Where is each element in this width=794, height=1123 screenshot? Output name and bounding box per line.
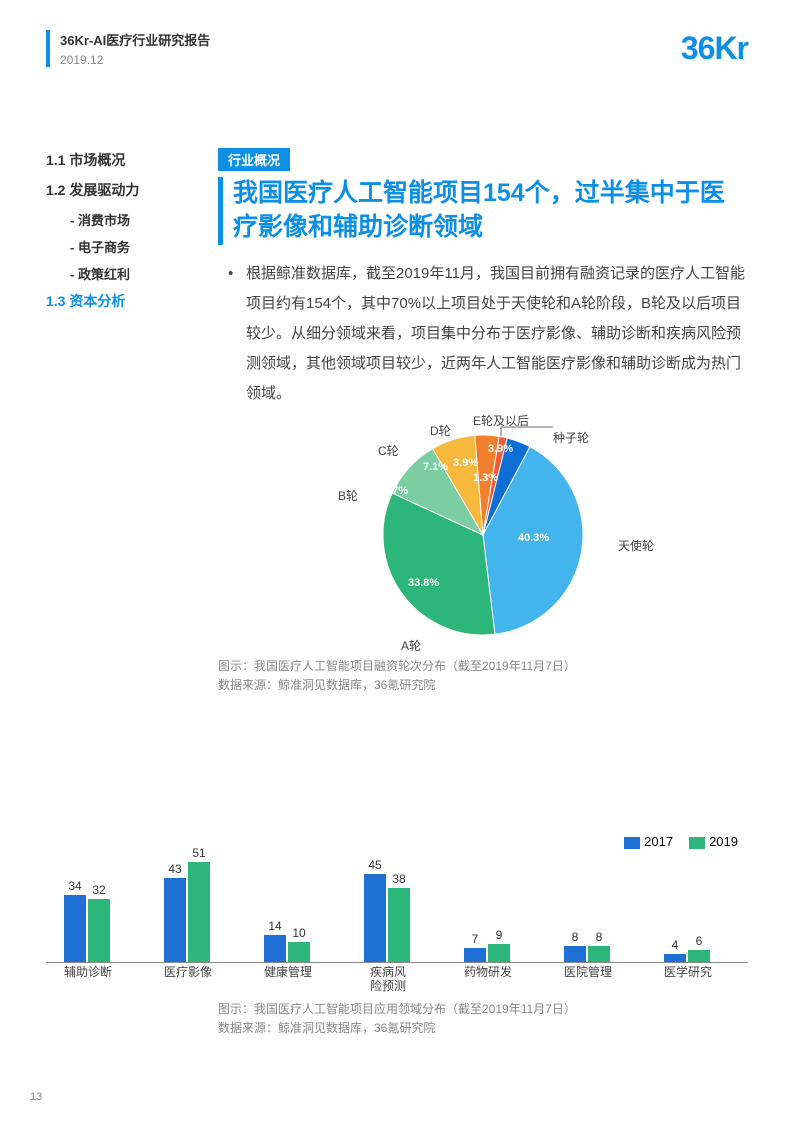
pie-slice-label: 天使轮 — [618, 537, 654, 554]
bar-2017 — [564, 946, 586, 962]
bar-caption-2: 数据来源：鲸准洞见数据库，36氪研究院 — [218, 1019, 576, 1038]
bar-value: 7 — [464, 932, 486, 946]
legend-item: 2019 — [689, 834, 738, 849]
pie-slice-pct: 33.8% — [408, 577, 439, 589]
bar-value: 34 — [64, 879, 86, 893]
pie-svg — [373, 425, 593, 645]
bar-chart: 20172019 3432435114104538798846 辅助诊断医疗影像… — [46, 840, 748, 1000]
pie-slice-label: 种子轮 — [553, 429, 589, 446]
section-tag: 行业概况 — [218, 148, 290, 171]
bar-category-label: 医学研究 — [658, 965, 718, 979]
report-date: 2019.12 — [60, 53, 748, 67]
bar-2019 — [188, 862, 210, 962]
pie-caption-1: 图示：我国医疗人工智能项目融资轮次分布（截至2019年11月7日） — [218, 657, 748, 676]
toc-sidebar: 1.1 市场概况 1.2 发展驱动力 - 消费市场 - 电子商务 - 政策红利 1.3 资… — [46, 150, 176, 321]
bar-legend: 2017 2019 — [608, 834, 738, 849]
main-content: 行业概况 我国医疗人工智能项目154个，过半集中于医疗影像和辅助诊断领域 根据鲸… — [218, 148, 748, 695]
bar-category-label: 辅助诊断 — [58, 965, 118, 979]
page-number: 13 — [30, 1091, 42, 1103]
bar-2017 — [464, 948, 486, 962]
bar-value: 4 — [664, 938, 686, 952]
bar-value: 38 — [388, 872, 410, 886]
bar-caption-1: 图示：我国医疗人工智能项目应用领域分布（截至2019年11月7日） — [218, 1000, 576, 1019]
toc-item[interactable]: 1.2 发展驱动力 — [46, 180, 176, 200]
pie-slice-label: D轮 — [430, 422, 451, 439]
bar-2019 — [288, 942, 310, 962]
pie-slice-label: A轮 — [401, 637, 421, 654]
legend-label: 2017 — [644, 834, 673, 849]
pie-slice-pct: 40.3% — [518, 532, 549, 544]
legend-label: 2019 — [709, 834, 738, 849]
bar-2017 — [64, 895, 86, 962]
bar-value: 8 — [564, 930, 586, 944]
pie-slice-label: C轮 — [378, 442, 399, 459]
bar-2019 — [388, 888, 410, 963]
pie-slice-label: B轮 — [338, 487, 358, 504]
legend-swatch — [624, 837, 640, 849]
bar-category-label: 医院管理 — [558, 965, 618, 979]
pie-slice-label: E轮及以后 — [473, 412, 529, 429]
bar-category-label: 药物研发 — [458, 965, 518, 979]
bar-category-label: 健康管理 — [258, 965, 318, 979]
bar-category-label: 医疗影像 — [158, 965, 218, 979]
pie-caption-2: 数据来源：鲸准洞见数据库，36氪研究院 — [218, 676, 748, 695]
bar-plot-area: 3432435114104538798846 — [46, 858, 748, 963]
bar-2017 — [364, 874, 386, 962]
bar-2019 — [588, 946, 610, 962]
bar-2017 — [264, 935, 286, 962]
legend-swatch — [689, 837, 705, 849]
bar-value: 14 — [264, 919, 286, 933]
bar-value: 32 — [88, 883, 110, 897]
bar-value: 45 — [364, 858, 386, 872]
toc-item[interactable]: - 电子商务 — [46, 237, 176, 256]
bar-category-label: 疾病风险预测 — [358, 965, 418, 994]
bar-2019 — [688, 950, 710, 962]
toc-item[interactable]: - 消费市场 — [46, 210, 176, 229]
bar-2019 — [88, 899, 110, 962]
toc-item[interactable]: 1.1 市场概况 — [46, 150, 176, 170]
page-header: 36Kr-AI医疗行业研究报告 2019.12 36Kr — [46, 30, 748, 80]
pie-chart: 种子轮 3.9% 天使轮 40.3% A轮 33.8% B轮 9.7% C轮 7.1% D轮 3.9%… — [218, 417, 748, 657]
pie-slice-pct: 3.9% — [488, 443, 513, 455]
bar-value: 10 — [288, 926, 310, 940]
bar-value: 6 — [688, 934, 710, 948]
bar-value: 9 — [488, 928, 510, 942]
report-title: 36Kr-AI医疗行业研究报告 — [60, 30, 748, 49]
pie-slice-pct: 1.3% — [473, 472, 498, 484]
pie-slice-pct: 7.1% — [423, 461, 448, 473]
bar-2019 — [488, 944, 510, 962]
pie-slice-pct: 9.7% — [383, 485, 408, 497]
bar-value: 43 — [164, 862, 186, 876]
body-paragraph: 根据鲸准数据库，截至2019年11月，我国目前拥有融资记录的医疗人工智能项目约有… — [218, 259, 748, 409]
legend-item: 2017 — [624, 834, 673, 849]
bar-2017 — [164, 878, 186, 962]
main-heading: 我国医疗人工智能项目154个，过半集中于医疗影像和辅助诊断领域 — [218, 177, 748, 245]
bar-caption-wrap: 图示：我国医疗人工智能项目应用领域分布（截至2019年11月7日） 数据来源：鲸… — [218, 1000, 576, 1038]
bar-2017 — [664, 954, 686, 962]
pie-slice-pct: 3.9% — [453, 457, 478, 469]
bar-value: 8 — [588, 930, 610, 944]
toc-item[interactable]: - 政策红利 — [46, 264, 176, 283]
header-left: 36Kr-AI医疗行业研究报告 2019.12 — [46, 30, 748, 67]
toc-item[interactable]: 1.3 资本分析 — [46, 291, 176, 311]
bar-value: 51 — [188, 846, 210, 860]
logo-36kr: 36Kr — [681, 30, 748, 67]
